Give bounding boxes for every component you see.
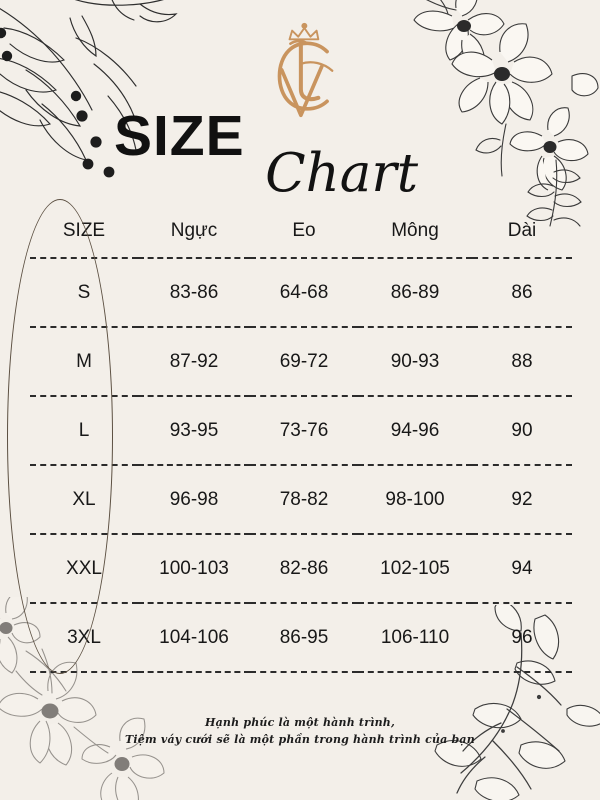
table-row: L 93-95 73-76 94-96 90 bbox=[30, 396, 572, 466]
cell-size: M bbox=[30, 327, 138, 397]
cell-mong: 86-89 bbox=[358, 258, 472, 328]
cell-size: S bbox=[30, 258, 138, 328]
cell-nguc: 104-106 bbox=[138, 603, 250, 673]
column-header-dai: Dài bbox=[472, 204, 572, 259]
cell-mong: 98-100 bbox=[358, 465, 472, 535]
table-row: XXL 100-103 82-86 102-105 94 bbox=[30, 534, 572, 604]
table-row: S 83-86 64-68 86-89 86 bbox=[30, 258, 572, 328]
table-header-row: SIZE Ngực Eo Mông Dài bbox=[30, 204, 572, 259]
cell-dai: 90 bbox=[472, 396, 572, 466]
title-chart-text: Chart bbox=[265, 143, 419, 204]
footer-line-1: Hạnh phúc là một hành trình, bbox=[204, 716, 395, 729]
cell-mong: 90-93 bbox=[358, 327, 472, 397]
cell-eo: 69-72 bbox=[250, 327, 358, 397]
cell-size: XXL bbox=[30, 534, 138, 604]
column-header-size: SIZE bbox=[30, 204, 138, 259]
cell-size: XL bbox=[30, 465, 138, 535]
cell-eo: 73-76 bbox=[250, 396, 358, 466]
column-header-eo: Eo bbox=[250, 204, 358, 259]
cell-size: 3XL bbox=[30, 603, 138, 673]
table-row: 3XL 104-106 86-95 106-110 96 bbox=[30, 603, 572, 673]
lvc-monogram-logo bbox=[0, 22, 600, 137]
column-header-mong: Mông bbox=[358, 204, 472, 259]
cell-dai: 92 bbox=[472, 465, 572, 535]
footer-line-2: Tiệm váy cưới sẽ là một phần trong hành … bbox=[125, 733, 475, 746]
cell-dai: 94 bbox=[472, 534, 572, 604]
cell-dai: 86 bbox=[472, 258, 572, 328]
cell-nguc: 96-98 bbox=[138, 465, 250, 535]
title-size-text: SIZE bbox=[113, 104, 245, 168]
footer-tagline: Hạnh phúc là một hành trình, Tiệm váy cư… bbox=[0, 714, 600, 748]
cell-eo: 86-95 bbox=[250, 603, 358, 673]
size-table-container: SIZE Ngực Eo Mông Dài S 83-86 64-68 86-8… bbox=[30, 204, 572, 673]
cell-mong: 106-110 bbox=[358, 603, 472, 673]
cell-nguc: 83-86 bbox=[138, 258, 250, 328]
cell-eo: 64-68 bbox=[250, 258, 358, 328]
column-header-nguc: Ngực bbox=[138, 204, 250, 259]
cell-nguc: 100-103 bbox=[138, 534, 250, 604]
size-table: SIZE Ngực Eo Mông Dài S 83-86 64-68 86-8… bbox=[30, 204, 572, 673]
cell-size: L bbox=[30, 396, 138, 466]
page-title: SIZE Chart bbox=[0, 96, 600, 201]
table-row: XL 96-98 78-82 98-100 92 bbox=[30, 465, 572, 535]
cell-mong: 94-96 bbox=[358, 396, 472, 466]
cell-nguc: 93-95 bbox=[138, 396, 250, 466]
cell-dai: 96 bbox=[472, 603, 572, 673]
cell-dai: 88 bbox=[472, 327, 572, 397]
cell-eo: 82-86 bbox=[250, 534, 358, 604]
table-row: M 87-92 69-72 90-93 88 bbox=[30, 327, 572, 397]
cell-mong: 102-105 bbox=[358, 534, 472, 604]
cell-nguc: 87-92 bbox=[138, 327, 250, 397]
cell-eo: 78-82 bbox=[250, 465, 358, 535]
